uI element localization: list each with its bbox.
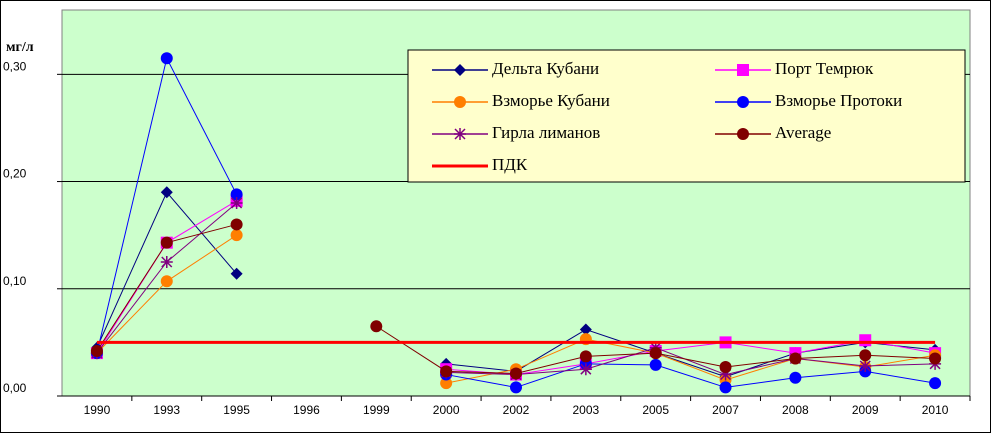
- data-point: [510, 381, 522, 394]
- data-point: [859, 359, 872, 372]
- legend-label: Взморье Протоки: [775, 91, 902, 110]
- legend-marker: [737, 96, 749, 108]
- data-point: [370, 320, 383, 333]
- legend-label: Взморье Кубани: [492, 91, 610, 110]
- legend-marker: [454, 64, 466, 76]
- y-tick-label: 0,30: [3, 60, 27, 74]
- x-tick-label: 2009: [852, 403, 879, 417]
- data-point: [160, 186, 173, 199]
- data-point: [160, 255, 173, 268]
- x-tick-label: 1999: [363, 403, 390, 417]
- data-point: [929, 352, 942, 365]
- data-point: [579, 350, 592, 363]
- data-point: [719, 381, 732, 394]
- x-tick-label: 2007: [712, 403, 739, 417]
- legend-marker: [454, 96, 466, 108]
- data-point: [230, 188, 243, 201]
- legend-marker: [454, 128, 466, 140]
- y-tick-label: 0,20: [3, 167, 27, 181]
- legend-label: Порт Темрюк: [775, 59, 874, 78]
- data-point: [789, 352, 802, 365]
- x-tick-label: 1993: [153, 403, 180, 417]
- x-tick-label: 1990: [84, 403, 111, 417]
- data-point: [230, 229, 243, 242]
- data-point: [929, 377, 942, 390]
- x-tick-label: 2005: [642, 403, 669, 417]
- series-line: [446, 363, 936, 388]
- data-point: [160, 275, 173, 288]
- data-point: [160, 236, 173, 249]
- legend-label: Гирла лиманов: [492, 123, 600, 142]
- data-point: [510, 367, 522, 380]
- data-point: [230, 197, 243, 209]
- data-point: [719, 361, 732, 374]
- legend-marker: [737, 64, 749, 76]
- data-point: [440, 365, 453, 378]
- series-line: [446, 338, 936, 384]
- x-tick-label: 1995: [223, 403, 250, 417]
- legend-marker: [737, 128, 749, 140]
- x-tick-label: 2008: [782, 403, 809, 417]
- data-point: [859, 349, 872, 362]
- y-tick-label: 0,00: [3, 381, 27, 395]
- legend-label: Дельта Кубани: [492, 59, 599, 78]
- data-point: [719, 368, 732, 381]
- x-tick-label: 2002: [503, 403, 530, 417]
- x-tick-label: 2010: [922, 403, 949, 417]
- data-point: [649, 347, 662, 360]
- y-tick-label: 0,10: [3, 274, 27, 288]
- data-point: [649, 358, 662, 371]
- data-point: [789, 371, 802, 384]
- data-point: [440, 377, 453, 390]
- x-tick-label: 2000: [433, 403, 460, 417]
- x-tick-label: 2003: [572, 403, 599, 417]
- data-point: [90, 344, 103, 357]
- legend-label: ПДК: [492, 155, 528, 174]
- data-point: [859, 334, 872, 347]
- legend-label: Average: [775, 123, 831, 142]
- y-axis-label: мг/л: [6, 40, 34, 55]
- data-point: [230, 267, 243, 280]
- data-point: [160, 52, 173, 65]
- data-point: [579, 323, 592, 336]
- x-tick-label: 1996: [293, 403, 320, 417]
- data-point: [579, 363, 592, 376]
- data-point: [230, 218, 243, 231]
- legend-box: [407, 49, 966, 183]
- series-line: [446, 347, 936, 376]
